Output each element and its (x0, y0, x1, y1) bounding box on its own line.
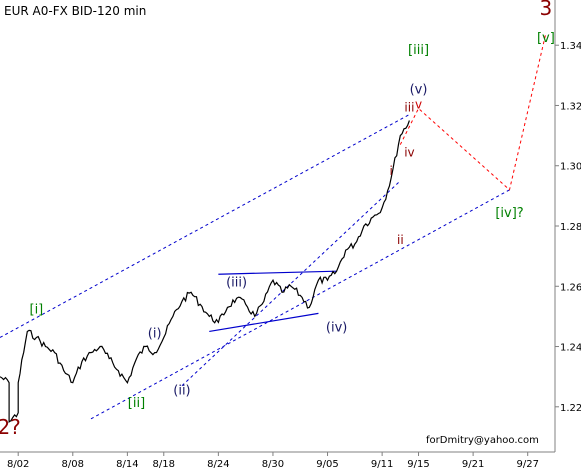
channel-lines (0, 114, 510, 420)
x-tick-label: 8/08 (62, 459, 84, 470)
triangle-line (218, 270, 337, 275)
x-tick-label: 8/30 (262, 459, 284, 470)
y-tick-label: 1.26 (560, 282, 581, 293)
x-tick-label: 9/11 (371, 459, 393, 470)
y-tick-label: 1.22 (560, 403, 581, 414)
wave-label: iv (404, 146, 414, 160)
forecast-line (399, 32, 547, 191)
wave-label: iii (404, 100, 414, 114)
x-tick-label: 8/18 (153, 459, 175, 470)
x-tick-label: 8/02 (7, 459, 29, 470)
wave-label: (v) (410, 82, 428, 97)
x-tick-label: 9/21 (462, 459, 484, 470)
x-tick-label: 9/05 (316, 459, 338, 470)
wave-label: [iii] (408, 43, 429, 58)
triangle-line (209, 312, 319, 333)
wave-label: [i] (30, 302, 44, 317)
x-tick-label: 8/14 (116, 459, 138, 470)
wave-label: [ii] (128, 396, 145, 411)
wave-label: ii (397, 233, 404, 247)
y-tick-label: 1.24 (560, 343, 581, 354)
wave-label: v (415, 97, 422, 111)
wave-label: 3 (540, 0, 553, 20)
x-tick-label: 8/24 (207, 459, 229, 470)
price-series (0, 120, 410, 424)
price-line (0, 120, 410, 424)
wave-label: 2? (0, 415, 21, 439)
wave-labels: 3 2? [i] [ii] [iii] [iv]? [v] (i) (ii) (iii) (iv) (… (0, 0, 555, 439)
channel-line (90, 189, 510, 420)
channel-line (181, 180, 401, 387)
wave-label: [v] (537, 31, 555, 46)
wave-label: [iv]? (495, 206, 523, 221)
y-tick-label: 1.34 (560, 41, 581, 52)
x-tick-label: 9/27 (516, 459, 538, 470)
y-tick-label: 1.32 (560, 101, 581, 112)
x-tick-label: 9/15 (407, 459, 429, 470)
author-credit: forDmitry@yahoo.com (426, 435, 539, 446)
y-tick-label: 1.30 (560, 162, 581, 173)
wave-label: (ii) (173, 384, 190, 399)
wave-label: i (390, 164, 393, 178)
wave-label: (iv) (326, 320, 347, 335)
wave-label: (i) (148, 326, 162, 341)
y-tick-label: 1.28 (560, 222, 581, 233)
chart-title: EUR A0-FX BID-120 min (4, 4, 146, 18)
forecast-path (399, 32, 547, 191)
wave-label: (iii) (226, 275, 247, 290)
